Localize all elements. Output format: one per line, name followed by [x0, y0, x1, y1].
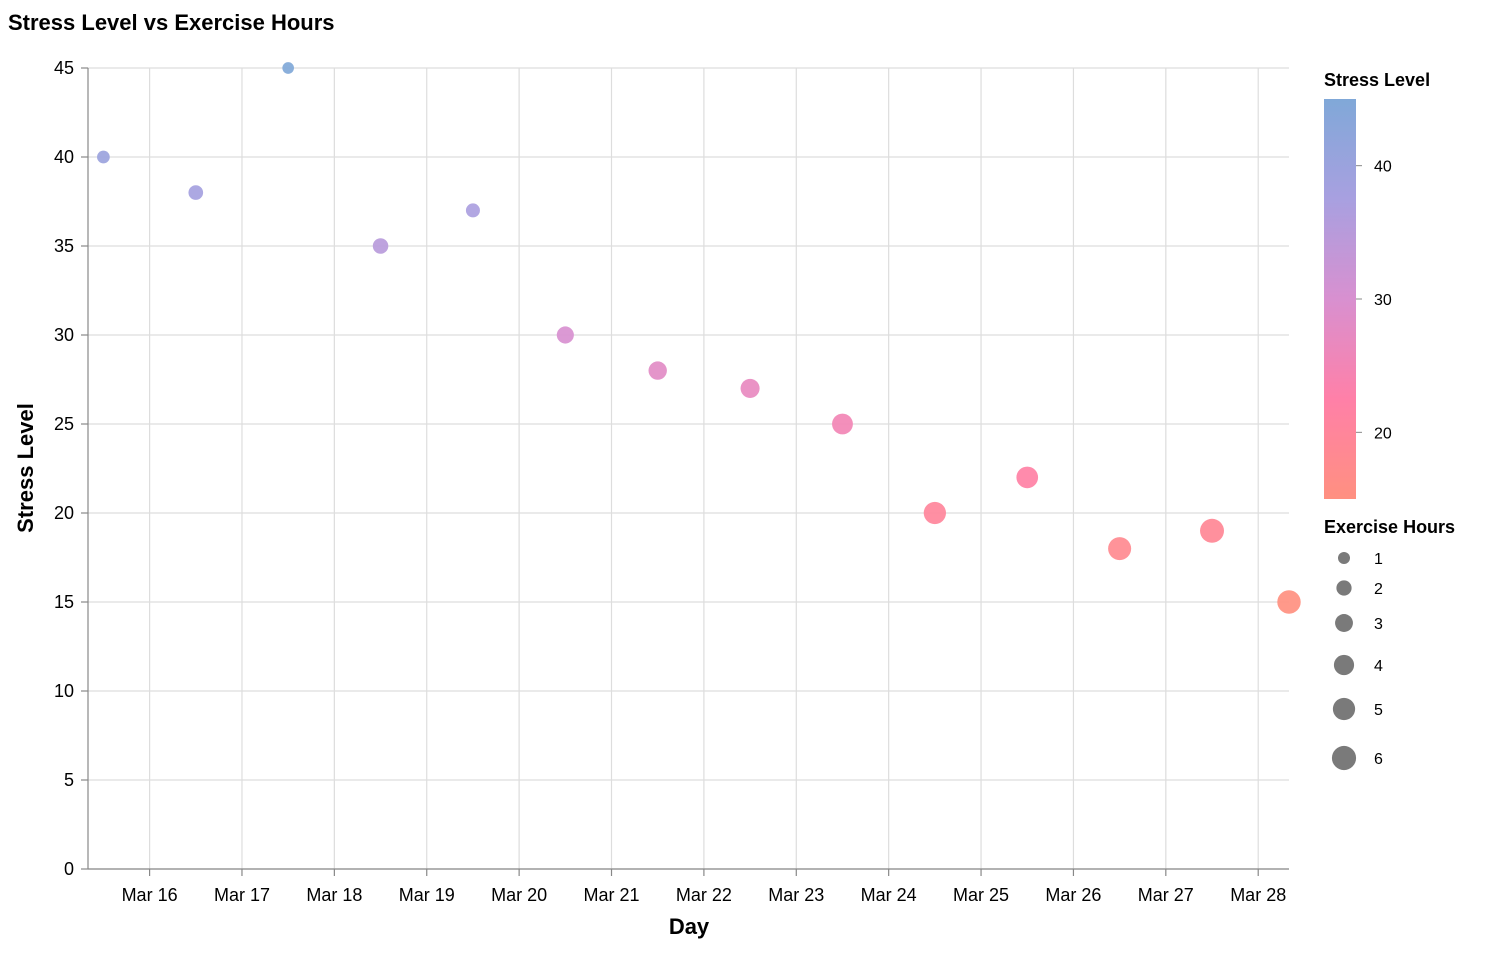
x-tick-label: Mar 20 [491, 885, 547, 905]
data-point [372, 238, 389, 254]
color-legend-tick-label: 30 [1374, 292, 1392, 309]
y-tick-label: 40 [54, 147, 74, 167]
y-tick-label: 45 [54, 58, 74, 78]
data-points [97, 62, 1301, 614]
y-tick-label: 15 [54, 592, 74, 612]
data-point [97, 150, 110, 164]
data-point [1108, 537, 1132, 561]
size-legend-label: 4 [1374, 658, 1383, 675]
y-tick-label: 10 [54, 681, 74, 701]
size-legend-symbol [1331, 745, 1357, 771]
data-point [1277, 590, 1301, 614]
x-tick-label: Mar 19 [399, 885, 455, 905]
size-legend: Exercise Hours 1 2 3 4 5 6 [1324, 517, 1455, 771]
gridlines [88, 67, 1289, 870]
x-tick-label: Mar 17 [214, 885, 270, 905]
size-legend-label: 6 [1374, 751, 1383, 768]
data-point [1016, 466, 1039, 489]
y-tick-label: 25 [54, 414, 74, 434]
color-legend-tick-label: 20 [1374, 425, 1392, 442]
chart-title: Stress Level vs Exercise Hours [8, 10, 335, 35]
x-tick-label: Mar 24 [861, 885, 917, 905]
x-tick-label: Mar 16 [122, 885, 178, 905]
x-axis-title: Day [669, 914, 710, 939]
data-point [282, 62, 294, 74]
x-tick-label: Mar 22 [676, 885, 732, 905]
x-tick-label: Mar 26 [1045, 885, 1101, 905]
size-legend-symbol [1333, 654, 1355, 676]
x-tick-label: Mar 18 [306, 885, 362, 905]
x-tick-label: Mar 28 [1230, 885, 1286, 905]
y-tick-label: 20 [54, 503, 74, 523]
data-point [648, 361, 667, 380]
x-tick-label: Mar 21 [583, 885, 639, 905]
size-legend-symbol [1332, 697, 1356, 721]
size-legend-label: 5 [1374, 702, 1383, 719]
size-legend-symbol [1338, 552, 1350, 564]
data-point [923, 501, 946, 525]
y-tick-label: 0 [64, 859, 74, 879]
data-point [832, 413, 853, 435]
size-legend-symbol [1336, 580, 1352, 596]
data-point [1200, 518, 1225, 543]
y-tick-label: 35 [54, 236, 74, 256]
size-legend-symbol [1335, 614, 1353, 632]
size-legend-label: 1 [1374, 551, 1383, 568]
x-tick-label: Mar 23 [768, 885, 824, 905]
data-point [465, 203, 480, 218]
size-legend-label: 3 [1374, 616, 1383, 633]
y-axis-title: Stress Level [13, 403, 38, 533]
size-legend-title: Exercise Hours [1324, 517, 1455, 537]
color-legend-tick-label: 40 [1374, 159, 1392, 176]
size-legend-label: 2 [1374, 581, 1383, 598]
y-tick-label: 30 [54, 325, 74, 345]
data-point [188, 185, 204, 200]
color-legend-gradient-bar [1324, 99, 1356, 499]
x-tick-label: Mar 27 [1138, 885, 1194, 905]
color-legend-title: Stress Level [1324, 70, 1430, 90]
y-tick-label: 5 [64, 770, 74, 790]
axes: Mar 16 Mar 17 Mar 18 Mar 19 Mar 20 Mar 21 Mar … [54, 58, 1289, 905]
data-point [556, 326, 574, 344]
data-point [740, 378, 760, 398]
color-legend: Stress Level 40 30 20 [1324, 70, 1430, 499]
x-tick-label: Mar 25 [953, 885, 1009, 905]
